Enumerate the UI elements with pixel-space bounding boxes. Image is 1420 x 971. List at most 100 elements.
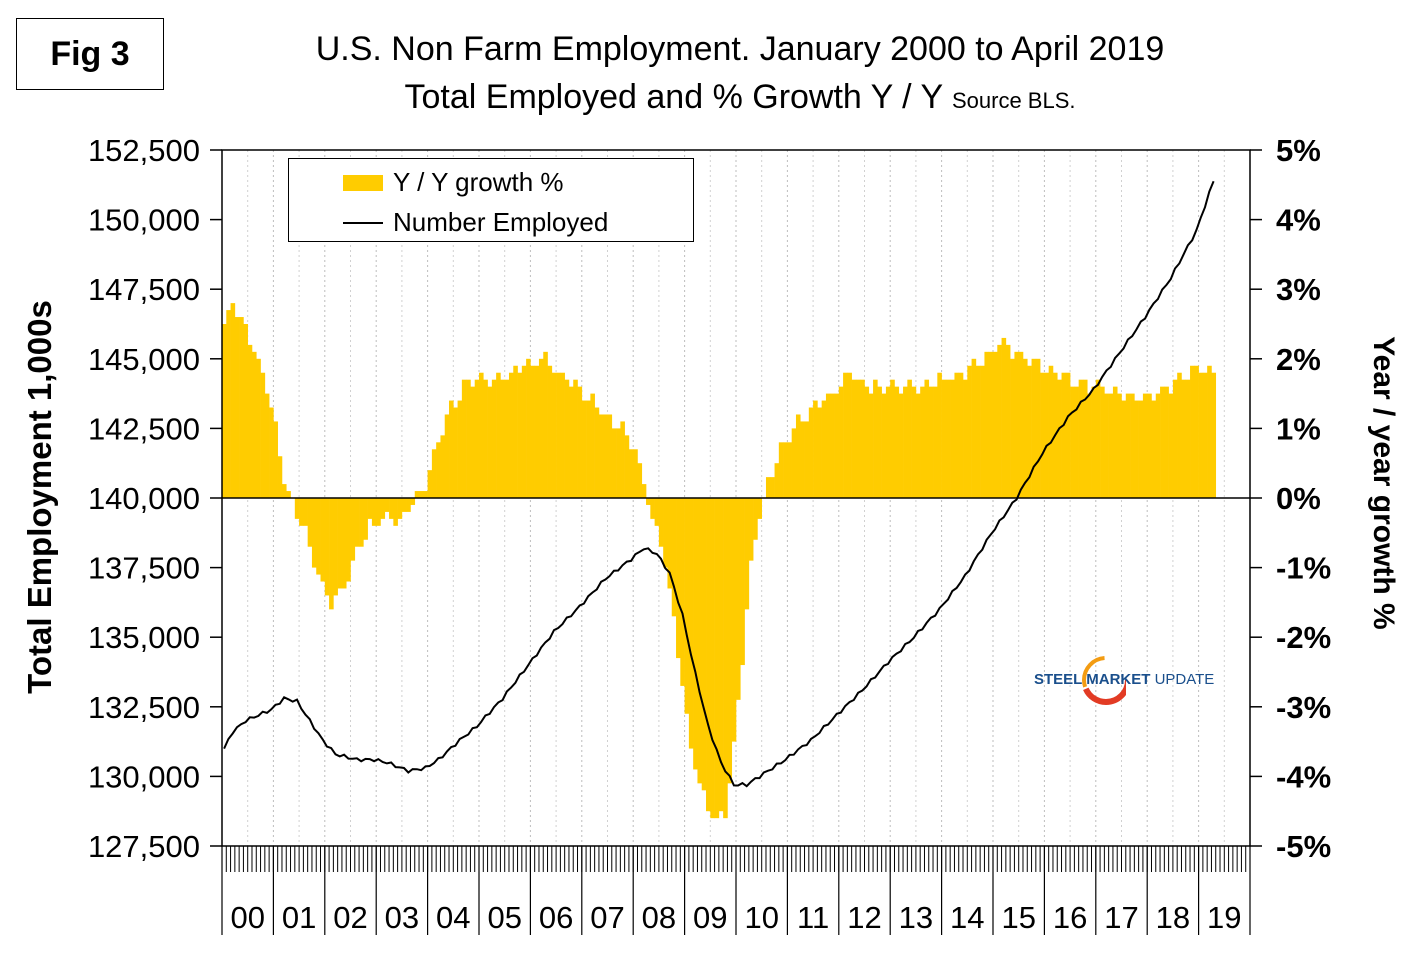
legend-item-growth: Y / Y growth % bbox=[289, 167, 564, 198]
growth-bar bbox=[337, 498, 343, 589]
x-tick-label: 01 bbox=[282, 900, 316, 935]
growth-bar bbox=[397, 498, 403, 519]
growth-bar bbox=[590, 393, 595, 498]
growth-bar bbox=[363, 498, 368, 540]
growth-bar bbox=[821, 400, 827, 498]
y-left-tick-label: 152,500 bbox=[88, 133, 200, 168]
growth-bar bbox=[646, 498, 651, 505]
growth-bar bbox=[1061, 372, 1067, 498]
growth-bar bbox=[500, 379, 505, 498]
growth-bar bbox=[641, 484, 647, 498]
growth-bar bbox=[688, 498, 694, 749]
growth-bar bbox=[299, 498, 304, 526]
growth-bar bbox=[521, 365, 527, 498]
growth-bar bbox=[376, 498, 381, 526]
growth-bar bbox=[1177, 372, 1182, 498]
x-tick-label: 02 bbox=[333, 900, 367, 935]
y-left-tick-label: 150,000 bbox=[88, 203, 200, 238]
growth-bar bbox=[744, 498, 750, 610]
growth-bar bbox=[307, 498, 313, 547]
growth-bar bbox=[873, 379, 878, 498]
x-tick-label: 03 bbox=[385, 900, 419, 935]
x-tick-label: 05 bbox=[487, 900, 521, 935]
growth-bar bbox=[354, 498, 360, 547]
growth-bar bbox=[1181, 379, 1187, 498]
growth-bar bbox=[971, 358, 977, 498]
legend-swatch-bar bbox=[343, 174, 383, 191]
growth-bar bbox=[1001, 337, 1007, 498]
growth-bar bbox=[933, 386, 938, 498]
growth-bar bbox=[256, 358, 261, 498]
growth-bar bbox=[239, 317, 244, 498]
x-tick-label: 09 bbox=[693, 900, 727, 935]
growth-bar bbox=[607, 414, 613, 498]
growth-bar bbox=[1091, 386, 1097, 498]
growth-bar bbox=[1022, 358, 1028, 498]
y-right-tick-label: 4% bbox=[1276, 203, 1321, 238]
growth-bar bbox=[1087, 393, 1092, 498]
y-right-tick-label: 5% bbox=[1276, 133, 1321, 168]
growth-bar bbox=[311, 498, 317, 568]
y-left-tick-label: 135,000 bbox=[88, 620, 200, 655]
growth-bar bbox=[286, 491, 291, 498]
growth-bar bbox=[1138, 400, 1144, 498]
growth-bar bbox=[963, 379, 968, 498]
growth-bar bbox=[774, 463, 780, 498]
growth-bar bbox=[997, 344, 1002, 498]
growth-bar bbox=[303, 498, 308, 526]
growth-bar bbox=[894, 386, 900, 498]
growth-bar bbox=[727, 498, 733, 784]
growth-bar bbox=[453, 407, 458, 498]
growth-bar bbox=[1108, 393, 1114, 498]
x-tick-label: 14 bbox=[950, 900, 984, 935]
growth-bar bbox=[680, 498, 685, 686]
growth-bar bbox=[667, 498, 673, 589]
growth-bar bbox=[633, 449, 638, 498]
growth-bar bbox=[1185, 379, 1191, 498]
growth-bar bbox=[928, 386, 934, 498]
growth-bar bbox=[504, 379, 510, 498]
growth-bar bbox=[534, 365, 540, 498]
growth-bar bbox=[1031, 358, 1037, 498]
x-tick-label: 07 bbox=[590, 900, 624, 935]
growth-bar bbox=[556, 372, 561, 498]
growth-bar bbox=[406, 498, 411, 512]
growth-bar bbox=[915, 393, 921, 498]
growth-bar bbox=[1211, 372, 1217, 498]
growth-bar bbox=[890, 379, 895, 498]
growth-bar bbox=[881, 393, 887, 498]
growth-bar bbox=[243, 324, 248, 498]
growth-bar bbox=[847, 372, 852, 498]
growth-bar bbox=[320, 498, 326, 582]
growth-bar bbox=[487, 386, 493, 498]
growth-bar bbox=[868, 393, 874, 498]
right-axis: -5% -4% -3% -2% -1% 0% 1% 2% 3% 4% 5% bbox=[1250, 133, 1331, 864]
growth-bar bbox=[551, 372, 557, 498]
growth-bar bbox=[693, 498, 698, 770]
figure-label: Fig 3 bbox=[16, 18, 164, 90]
growth-bar bbox=[273, 421, 278, 498]
growth-bar bbox=[483, 379, 488, 498]
growth-bar bbox=[598, 414, 604, 498]
growth-bar bbox=[474, 379, 480, 498]
growth-bar bbox=[1194, 365, 1199, 498]
growth-bar bbox=[1104, 393, 1109, 498]
growth-bar bbox=[1202, 372, 1208, 498]
growth-bar bbox=[843, 372, 848, 498]
growth-bar bbox=[795, 414, 801, 498]
steel-market-update-logo: STEEL MARKET UPDATE bbox=[1034, 655, 1244, 705]
growth-bar bbox=[346, 498, 351, 582]
legend-label-growth: Y / Y growth % bbox=[393, 167, 564, 197]
growth-bar bbox=[1151, 400, 1157, 498]
growth-bar bbox=[706, 498, 711, 812]
chart-title: U.S. Non Farm Employment. January 2000 t… bbox=[315, 30, 1165, 68]
logo-text: STEEL MARKET UPDATE bbox=[1034, 671, 1214, 688]
x-tick-label: 06 bbox=[539, 900, 573, 935]
growth-bar bbox=[316, 498, 321, 575]
growth-bar bbox=[1121, 400, 1127, 498]
growth-bar bbox=[508, 372, 514, 498]
growth-bar bbox=[1134, 400, 1139, 498]
y-right-tick-label: 3% bbox=[1276, 272, 1321, 307]
x-tick-label: 16 bbox=[1053, 900, 1087, 935]
growth-bar bbox=[384, 498, 390, 512]
